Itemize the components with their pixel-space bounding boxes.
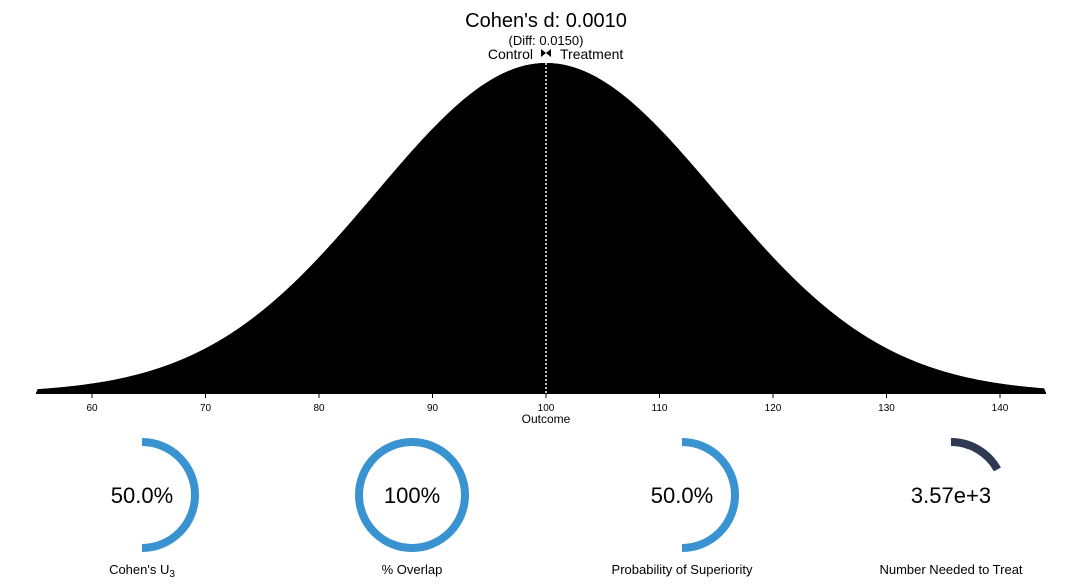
x-tick-label: 70 bbox=[200, 403, 212, 414]
bowtie-icon bbox=[541, 49, 551, 57]
x-tick-label: 130 bbox=[878, 403, 895, 414]
metric-label: Number Needed to Treat bbox=[879, 562, 1022, 577]
metric-u3: 50.0% Cohen's U3 bbox=[109, 438, 199, 580]
distribution-curves bbox=[36, 63, 1046, 393]
metric-label-text: Number Needed to Treat bbox=[879, 562, 1022, 577]
metric-label-subscript: 3 bbox=[169, 569, 175, 580]
metrics-row: 50.0% Cohen's U3 100% % Overlap 50.0% Probabi… bbox=[109, 438, 1023, 580]
metric-label: Cohen's U3 bbox=[109, 562, 175, 580]
x-axis-label: Outcome bbox=[522, 412, 571, 426]
treatment-label: Treatment bbox=[560, 46, 623, 62]
metric-value: 50.0% bbox=[111, 483, 173, 508]
x-tick-label: 120 bbox=[765, 403, 782, 414]
metric-arc bbox=[950, 438, 1001, 472]
metric-value: 100% bbox=[384, 483, 440, 508]
metric-arc bbox=[141, 438, 199, 552]
x-tick-label: 90 bbox=[427, 403, 439, 414]
distribution-treatment bbox=[36, 63, 1046, 393]
x-tick-label: 110 bbox=[652, 403, 668, 414]
x-tick-label: 100 bbox=[538, 403, 555, 414]
x-axis: 60 70 80 90 100 110 120 130 140 bbox=[36, 393, 1046, 414]
x-tick-label: 60 bbox=[86, 403, 98, 414]
metric-nnt: 3.57e+3 Number Needed to Treat bbox=[879, 438, 1023, 577]
control-label: Control bbox=[488, 46, 533, 62]
x-tick-label: 140 bbox=[992, 403, 1009, 414]
metric-label: Probability of Superiority bbox=[612, 562, 753, 577]
metric-label: % Overlap bbox=[382, 562, 443, 577]
metric-superiority: 50.0% Probability of Superiority bbox=[612, 438, 753, 577]
metric-label-text: Probability of Superiority bbox=[612, 562, 753, 577]
chart-subtitle: (Diff: 0.0150) bbox=[509, 33, 584, 48]
metric-overlap: 100% % Overlap bbox=[355, 438, 469, 577]
metric-value: 3.57e+3 bbox=[911, 483, 991, 508]
metric-label-text: % Overlap bbox=[382, 562, 443, 577]
chart-title: Cohen's d: 0.0010 bbox=[465, 10, 627, 32]
metric-arc bbox=[681, 438, 739, 552]
metric-label-text: Cohen's U bbox=[109, 562, 169, 577]
metric-arc bbox=[355, 438, 469, 552]
x-tick-label: 80 bbox=[313, 403, 325, 414]
metric-value: 50.0% bbox=[651, 483, 713, 508]
